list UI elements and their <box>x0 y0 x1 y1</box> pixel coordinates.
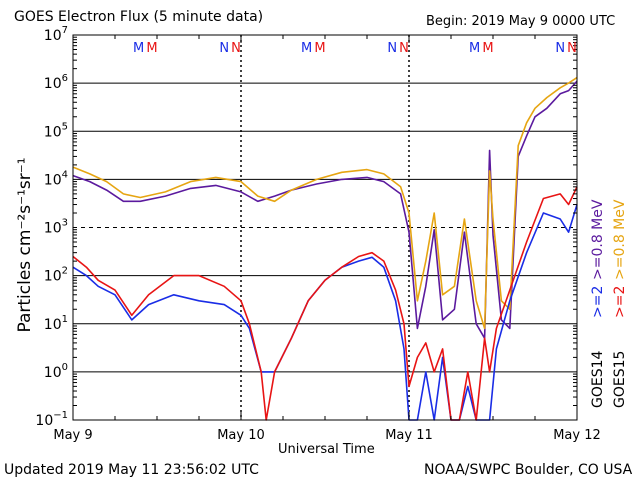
credit-text: NOAA/SWPC Boulder, CO USA <box>424 462 633 478</box>
updated-timestamp: Updated 2019 May 11 23:56:02 UTC <box>4 462 259 478</box>
satellite-mark: M <box>482 41 493 56</box>
legend-goes15-label: GOES15 <box>612 350 628 408</box>
satellite-mark: M <box>133 41 144 56</box>
y-tick-labels: 10−1 100 101 102 103 104 105 106 107 <box>35 25 68 429</box>
y-axis-label: Particles cm⁻²s⁻¹sr⁻¹ <box>15 157 35 333</box>
x-axis-label: Universal Time <box>278 442 375 457</box>
y-tick-label: 106 <box>44 73 68 92</box>
series-line <box>72 204 578 421</box>
chart-title: GOES Electron Flux (5 minute data) <box>14 9 264 25</box>
begin-date: Begin: 2019 May 9 0000 UTC <box>426 14 616 29</box>
satellite-mark: M <box>146 41 157 56</box>
x-tick-label: May 10 <box>217 428 265 443</box>
y-tick-label: 102 <box>44 266 68 285</box>
legend-goes14-label: GOES14 <box>590 350 606 408</box>
x-tick-label: May 12 <box>553 428 601 443</box>
satellite-mark: N <box>231 41 241 56</box>
chart-frame <box>72 34 578 421</box>
satellite-mark: M <box>469 41 480 56</box>
legend-goes14-08mev: >=0.8 MeV <box>590 199 606 280</box>
legend-goes14-2mev: >=2 <box>590 285 606 318</box>
y-tick-label: 103 <box>44 218 68 237</box>
x-tick-label: May 9 <box>53 428 92 443</box>
series-line <box>72 76 578 330</box>
y-tick-label: 100 <box>44 362 68 381</box>
satellite-mark: M <box>314 41 325 56</box>
y-tick-label: 104 <box>44 169 68 188</box>
y-tick-label: 101 <box>44 314 68 333</box>
y-tick-label: 10−1 <box>35 410 68 429</box>
satellite-mark: N <box>399 41 409 56</box>
y-tick-label: 107 <box>44 25 68 44</box>
chart-series <box>72 76 578 421</box>
y-tick-label: 105 <box>44 121 68 140</box>
legend-goes15-2mev: >=2 <box>612 285 628 318</box>
x-tick-labels: May 9 May 10 May 11 May 12 <box>53 428 600 443</box>
satellite-mark: N <box>567 41 577 56</box>
legend-goes15-08mev: >=0.8 MeV <box>612 199 628 280</box>
series-line <box>72 186 578 421</box>
satellite-mark: M <box>301 41 312 56</box>
x-tick-label: May 11 <box>385 428 433 443</box>
chart-grid <box>73 35 577 420</box>
satellite-mark: N <box>555 41 565 56</box>
satellite-mark: N <box>387 41 397 56</box>
satellite-mark: N <box>219 41 229 56</box>
